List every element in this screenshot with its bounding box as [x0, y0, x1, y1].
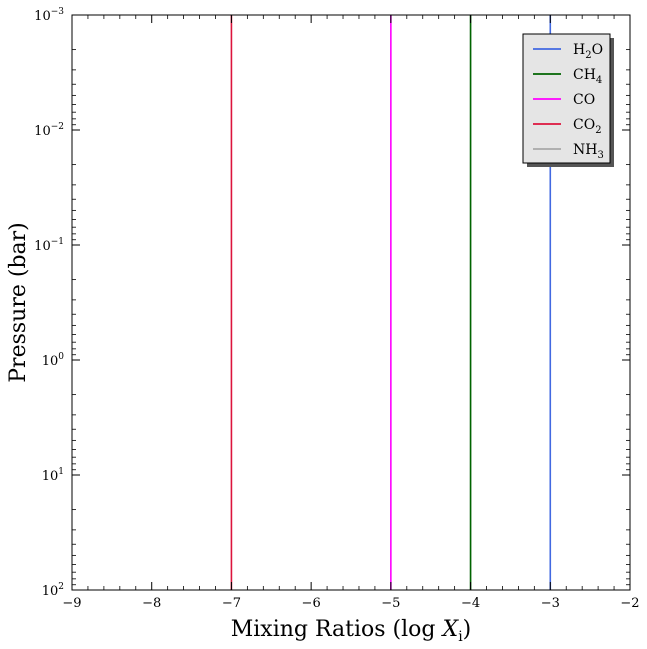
legend-label: CO	[573, 92, 595, 108]
y-tick-label: 10−3	[34, 7, 64, 24]
plot-frame	[71, 14, 631, 591]
y-axis-label: Pressure (bar)	[6, 222, 31, 383]
x-tick-label: −8	[142, 596, 161, 611]
legend: H2O CH4 CO CO2 NH3	[522, 33, 614, 167]
series-layer	[230, 15, 552, 590]
x-tick-label: −2	[620, 596, 639, 611]
x-tick-label: −3	[541, 596, 560, 611]
legend-label: CH4	[573, 67, 602, 86]
x-tick-label: −9	[62, 596, 81, 611]
legend-label: CO2	[573, 117, 602, 136]
x-tick-label: −7	[222, 596, 241, 611]
legend-label: NH3	[573, 142, 604, 161]
x-tick-label: −6	[302, 596, 321, 611]
legend-label: H2O	[573, 42, 603, 61]
y-tick-label: 101	[42, 467, 64, 484]
y-tick-label: 10−1	[34, 237, 64, 254]
x-tick-label: −4	[461, 596, 480, 611]
y-tick-label: 102	[42, 582, 64, 599]
ticks-layer: −9 −8 −7 −6 −5 −4 −3 −2 10−3 10−2 10−1 100 101 102	[34, 7, 639, 611]
y-tick-label: 100	[42, 352, 65, 369]
x-axis-label: Mixing Ratios (log Xi)	[231, 617, 472, 645]
x-tick-label: −5	[381, 596, 400, 611]
labels-layer: Mixing Ratios (log Xi) Pressure (bar)	[6, 222, 471, 645]
y-tick-label: 10−2	[34, 122, 64, 139]
